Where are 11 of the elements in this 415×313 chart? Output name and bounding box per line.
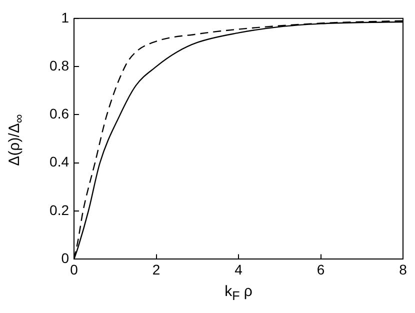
x-tick-label: 6: [316, 261, 325, 278]
x-tick-label: 8: [399, 261, 408, 278]
x-axis-title: k$_{F}$ ρ: [224, 283, 254, 303]
y-tick-label: 0.8: [50, 57, 70, 74]
y-tick-label: 0.4: [50, 154, 70, 170]
y-tick-label: 0.6: [50, 106, 70, 122]
y-tick-label: 0: [61, 250, 70, 266]
y-tick-label: 1: [61, 9, 70, 26]
x-tick-label: 4: [234, 261, 243, 278]
x-tick-label: 2: [152, 261, 160, 278]
y-tick-label: 0.2: [50, 202, 70, 218]
